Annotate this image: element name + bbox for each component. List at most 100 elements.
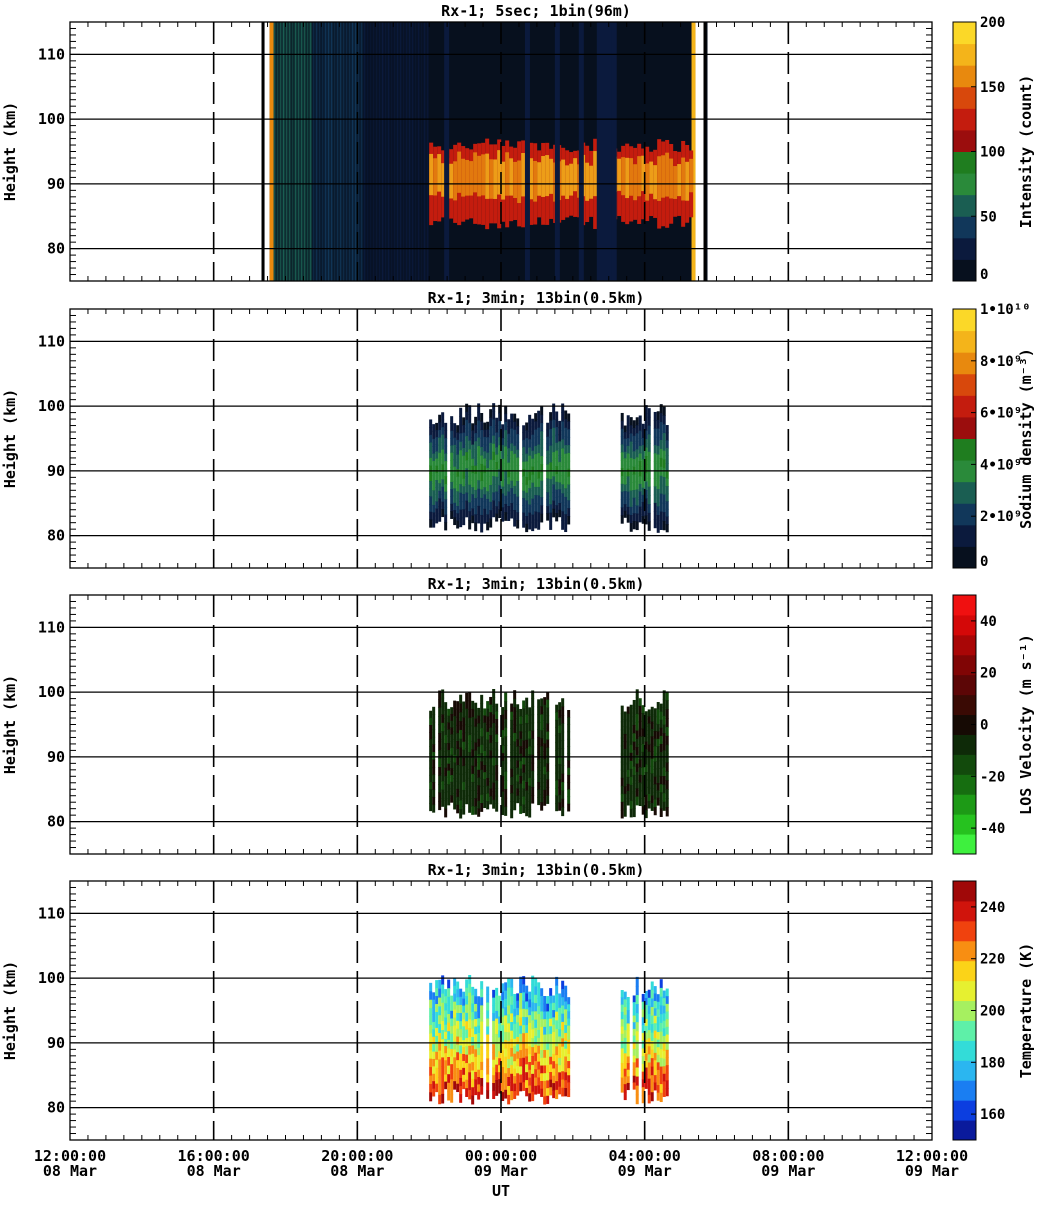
- data-cell: [519, 753, 523, 762]
- data-cell: [635, 788, 639, 798]
- data-cell: [483, 508, 487, 517]
- data-cell: [623, 1091, 627, 1101]
- data-cell: [438, 490, 442, 499]
- data-cell: [531, 442, 535, 452]
- data-cell: [623, 1076, 627, 1085]
- data-cell: [641, 445, 645, 453]
- data-cell: [429, 1075, 433, 1085]
- data-cell: [492, 1028, 496, 1037]
- data-cell: [644, 726, 648, 735]
- data-cell: [540, 1057, 544, 1067]
- data-cell: [519, 1017, 523, 1027]
- data-cell: [546, 691, 550, 701]
- data-cell: [552, 1002, 556, 1011]
- data-cell: [629, 712, 633, 722]
- data-cell: [462, 1081, 466, 1090]
- data-cell: [549, 504, 553, 514]
- data-cell: [534, 421, 538, 431]
- data-cell: [659, 727, 663, 737]
- colorbar-swatch: [953, 900, 976, 922]
- data-cell: [540, 488, 544, 498]
- data-field: [429, 403, 669, 533]
- data-cell: [552, 484, 556, 494]
- data-cell: [486, 1058, 490, 1067]
- data-cell: [522, 1016, 526, 1026]
- data-cell: [555, 1046, 559, 1056]
- data-cell: [632, 427, 636, 437]
- data-cell: [432, 782, 436, 791]
- data-cell: [516, 473, 520, 482]
- data-cell: [641, 459, 645, 467]
- data-cell: [635, 1085, 639, 1096]
- data-cell: [441, 689, 445, 699]
- data-cell: [623, 1061, 627, 1070]
- data-cell: [465, 740, 469, 749]
- data-cell: [492, 484, 496, 493]
- data-cell: [647, 1046, 651, 1055]
- data-cell: [534, 1011, 538, 1021]
- sodium-layer-core: [661, 155, 666, 198]
- data-cell: [495, 711, 499, 720]
- data-cell: [564, 496, 568, 507]
- data-cell: [549, 454, 553, 463]
- data-cell: [432, 797, 436, 806]
- data-cell: [650, 751, 654, 760]
- data-cell: [441, 797, 445, 807]
- data-cell: [534, 495, 538, 504]
- data-cell: [507, 506, 511, 514]
- data-cell: [453, 459, 457, 468]
- data-cell: [525, 477, 529, 486]
- data-cell: [438, 422, 442, 431]
- data-cell: [513, 715, 517, 725]
- data-cell: [462, 741, 466, 751]
- data-cell: [549, 1079, 553, 1088]
- data-cell: [507, 433, 511, 442]
- data-cell: [620, 729, 624, 739]
- data-cell: [474, 766, 478, 775]
- data-cell: [501, 776, 505, 785]
- data-cell: [644, 718, 648, 727]
- data-cell: [662, 1073, 666, 1082]
- data-cell: [471, 1078, 475, 1088]
- colorbar-swatch: [953, 654, 976, 676]
- data-cell: [543, 1096, 547, 1105]
- data-cell: [662, 468, 666, 478]
- data-cell: [558, 420, 562, 429]
- y-ticks: [69, 308, 933, 569]
- data-cell: [626, 797, 630, 806]
- data-cell: [528, 1030, 532, 1040]
- data-cell: [498, 485, 502, 494]
- data-cell: [450, 1026, 454, 1035]
- data-cell: [471, 749, 475, 759]
- data-cell: [629, 704, 633, 714]
- data-cell: [665, 1088, 669, 1097]
- data-cell: [525, 739, 529, 749]
- data-cell: [620, 990, 624, 998]
- data-cell: [480, 1045, 484, 1055]
- data-cell: [534, 429, 538, 439]
- data-cell: [492, 782, 496, 792]
- data-cell: [489, 696, 493, 706]
- data-cell: [480, 711, 484, 721]
- data-cell: [656, 790, 660, 799]
- data-cell: [659, 466, 663, 477]
- data-cell: [447, 1022, 451, 1032]
- data-cell: [549, 479, 553, 489]
- data-cell: [456, 1005, 460, 1014]
- data-cell: [635, 1040, 639, 1050]
- sodium-layer-core: [517, 160, 522, 204]
- data-cell: [429, 488, 433, 497]
- data-cell: [653, 461, 657, 471]
- data-cell: [480, 803, 484, 812]
- data-cell: [632, 1069, 636, 1077]
- data-cell: [459, 782, 463, 793]
- data-cell: [468, 493, 472, 503]
- data-cell: [632, 749, 636, 759]
- data-cell: [537, 469, 541, 479]
- data-cell: [662, 998, 666, 1007]
- data-cell: [522, 425, 526, 434]
- data-cell: [435, 465, 439, 474]
- data-cell: [447, 743, 451, 751]
- data-cell: [656, 702, 660, 710]
